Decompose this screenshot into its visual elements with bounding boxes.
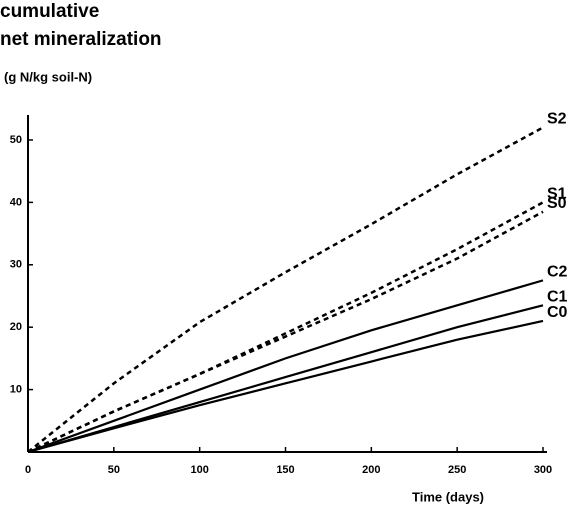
- series-label: S1: [547, 186, 567, 203]
- y-tick-label: 20: [10, 321, 22, 333]
- series-line: [27, 319, 544, 454]
- series-line: [27, 304, 544, 454]
- y-tick-label: 40: [10, 196, 22, 208]
- x-tick-label: 200: [362, 464, 380, 476]
- chart-title: cumulative: [0, 1, 99, 22]
- x-tick-label: 0: [25, 464, 31, 476]
- x-tick-label: 50: [108, 464, 120, 476]
- series-line: [27, 279, 544, 454]
- x-tick-label: 150: [276, 464, 294, 476]
- series-label: S0: [547, 195, 567, 212]
- x-axis-label: Time (days): [412, 489, 484, 504]
- x-tick-label: 100: [190, 464, 208, 476]
- y-axis-label: (g N/kg soil-N): [4, 69, 92, 84]
- series-line: [27, 210, 544, 454]
- series-label: C0: [547, 304, 568, 321]
- y-tick-label: 10: [10, 383, 22, 395]
- series-line: [27, 126, 544, 453]
- y-tick-label: 30: [10, 259, 22, 271]
- series-label: S2: [547, 111, 567, 128]
- x-tick-label: 250: [448, 464, 466, 476]
- series-label: C2: [547, 264, 568, 281]
- series-label: C1: [547, 289, 568, 306]
- chart-title: net mineralization: [0, 29, 162, 50]
- x-tick-label: 300: [534, 464, 552, 476]
- y-tick-label: 50: [10, 134, 22, 146]
